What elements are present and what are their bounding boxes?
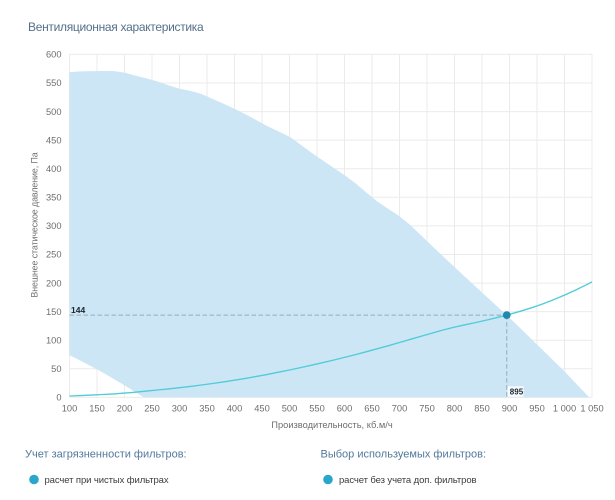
svg-text:800: 800 [447,404,463,414]
svg-text:100: 100 [62,404,78,414]
svg-text:1 050: 1 050 [580,404,603,414]
svg-text:300: 300 [172,404,188,414]
svg-text:500: 500 [46,107,62,117]
svg-text:450: 450 [254,404,270,414]
svg-text:50: 50 [51,364,61,374]
svg-text:600: 600 [46,50,62,60]
svg-text:0: 0 [56,393,61,403]
svg-text:100: 100 [46,335,62,345]
svg-text:450: 450 [46,135,62,145]
svg-text:Вентиляционная характеристика: Вентиляционная характеристика [28,20,204,34]
svg-text:144: 144 [71,305,85,315]
svg-text:расчет при чистых фильтрах: расчет при чистых фильтрах [45,475,169,486]
svg-text:1 000: 1 000 [553,404,576,414]
svg-text:950: 950 [529,404,545,414]
svg-text:Внешнее статическое давление,: Внешнее статическое давление, Па [30,152,40,297]
svg-text:895: 895 [510,387,524,396]
svg-text:500: 500 [282,404,298,414]
svg-text:150: 150 [46,307,62,317]
svg-text:Производительность, кб.м/ч: Производительность, кб.м/ч [271,420,393,430]
svg-text:300: 300 [46,221,62,231]
svg-text:400: 400 [227,404,243,414]
svg-text:200: 200 [46,278,62,288]
svg-text:850: 850 [474,404,490,414]
svg-text:750: 750 [419,404,435,414]
svg-text:550: 550 [46,78,62,88]
svg-text:Учет загрязненности фильтров:: Учет загрязненности фильтров: [25,449,187,461]
svg-text:расчет без учета доп. фильтров: расчет без учета доп. фильтров [339,475,476,486]
svg-text:250: 250 [144,404,160,414]
svg-text:700: 700 [392,404,408,414]
svg-text:150: 150 [89,404,105,414]
svg-text:550: 550 [309,404,325,414]
svg-text:200: 200 [117,404,133,414]
svg-text:350: 350 [46,193,62,203]
svg-text:250: 250 [46,250,62,260]
svg-text:Выбор используемых фильтров:: Выбор используемых фильтров: [321,449,487,461]
svg-text:400: 400 [46,164,62,174]
svg-text:650: 650 [364,404,380,414]
svg-text:600: 600 [337,404,353,414]
svg-text:900: 900 [502,404,518,414]
svg-text:350: 350 [199,404,215,414]
